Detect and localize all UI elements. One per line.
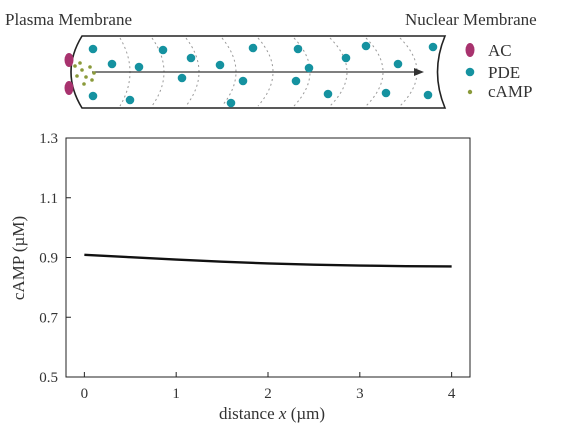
legend-camp-label: cAMP: [488, 82, 532, 101]
x-axis-label-text: distance: [219, 404, 279, 423]
x-tick-label: 0: [81, 386, 89, 402]
y-axis-label: cAMP (µM): [9, 216, 28, 300]
legend-pde-icon: [465, 67, 475, 77]
y-tick-label: 0.5: [39, 370, 58, 386]
y-tick-label: 1.1: [39, 191, 58, 207]
series-layer: [84, 253, 452, 268]
legend-camp-icon: [467, 89, 473, 95]
x-axis: 0 1 2 3 4: [81, 372, 456, 402]
plasma-membrane-label: Plasma Membrane: [5, 10, 132, 29]
legend-ac-icon: [465, 43, 475, 57]
camp-line-chart: 0.5 0.7 0.9 1.1 1.3 0 1 2 3 4 cAMP (µM) distance…: [9, 131, 471, 423]
x-tick-label: 1: [172, 386, 180, 402]
camp-molecules: [73, 61, 96, 86]
y-tick-label: 1.3: [39, 131, 58, 147]
x-axis-label-unit: (µm): [286, 404, 325, 423]
pde-molecules: [88, 41, 438, 108]
legend: AC PDE cAMP: [465, 41, 532, 101]
x-tick-label: 3: [356, 386, 364, 402]
x-tick-label: 4: [448, 386, 456, 402]
y-tick-label: 0.7: [39, 310, 58, 326]
cell-diagram: Plasma Membrane Nuclear Membrane: [5, 10, 537, 109]
series-line-camp: [84, 253, 452, 268]
legend-ac-label: AC: [488, 41, 512, 60]
y-tick-label: 0.9: [39, 251, 58, 267]
x-axis-label-variable: x: [278, 404, 287, 423]
x-axis-label: distance x (µm): [219, 404, 325, 423]
ac-enzyme: [64, 81, 74, 95]
legend-pde-label: PDE: [488, 63, 520, 82]
nuclear-membrane-label: Nuclear Membrane: [405, 10, 537, 29]
ac-enzyme: [64, 53, 74, 67]
arrow-head-icon: [414, 68, 424, 76]
y-axis: 0.5 0.7 0.9 1.1 1.3: [39, 131, 71, 386]
x-tick-label: 2: [264, 386, 272, 402]
